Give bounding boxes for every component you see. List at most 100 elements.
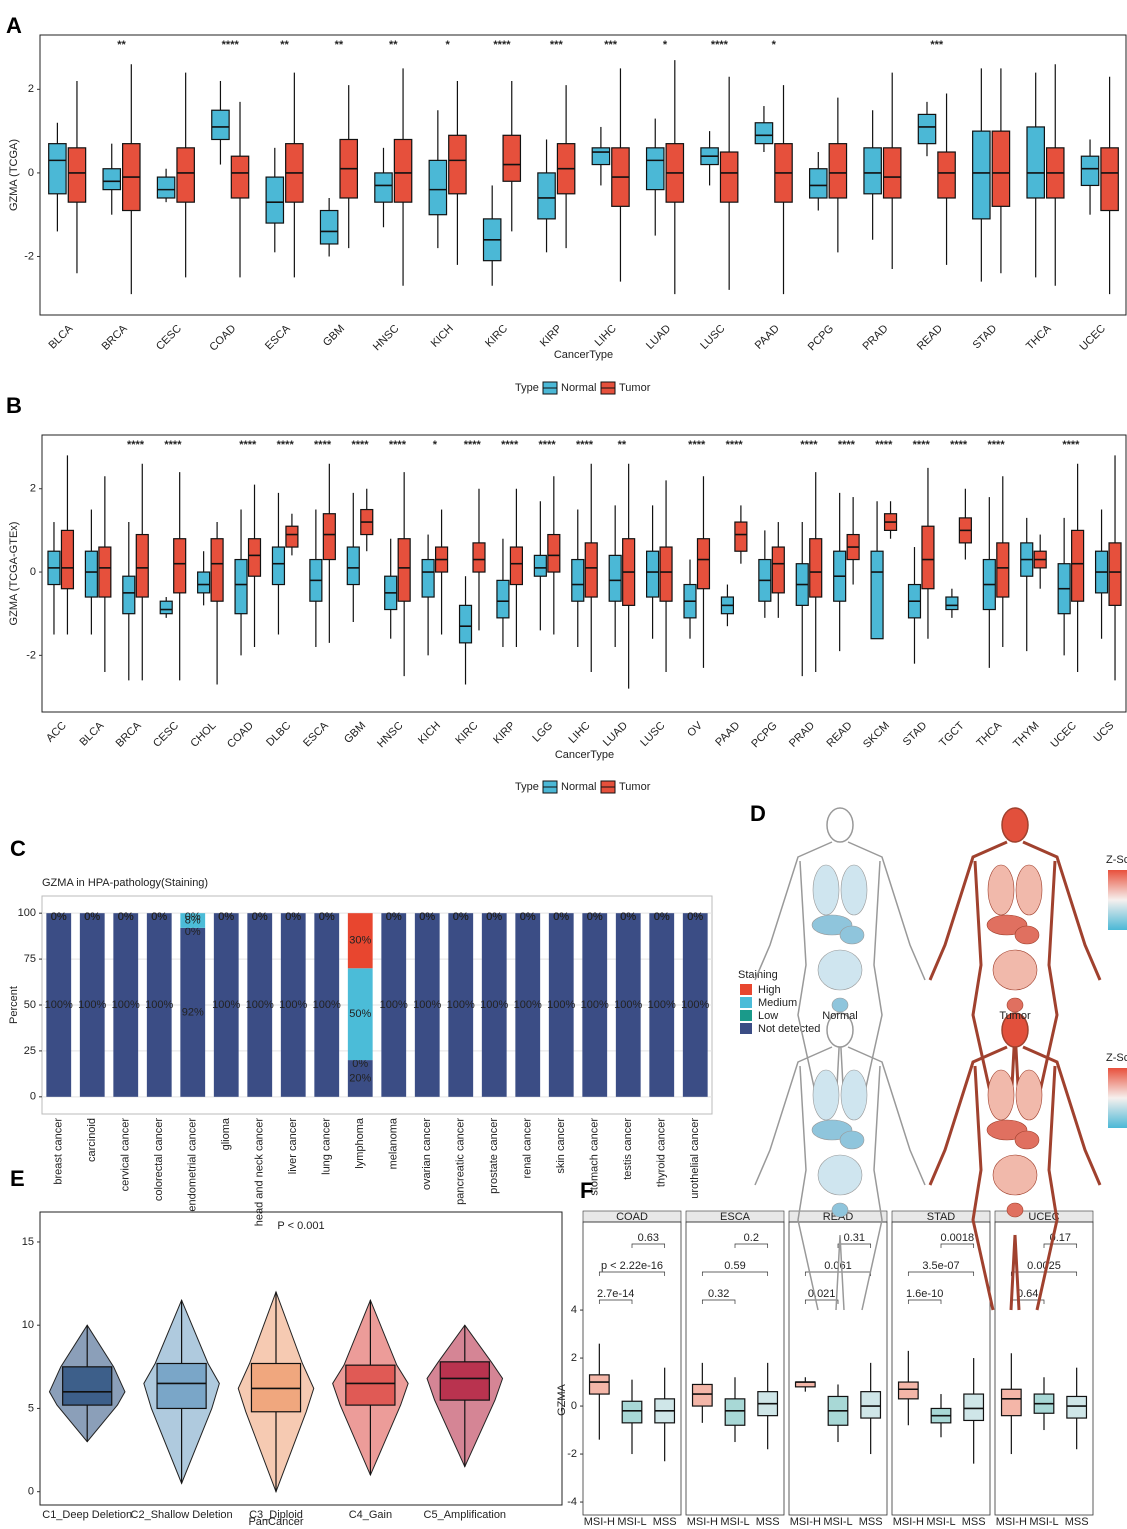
x-tick-label: C4_Gain <box>349 1509 392 1521</box>
bar-segment <box>548 913 574 1097</box>
legend-label: Tumor <box>619 781 651 793</box>
significance: **** <box>493 39 511 51</box>
data-label: 0% <box>151 911 167 923</box>
x-tick-label: GBM <box>321 323 347 349</box>
box <box>860 1391 882 1419</box>
y-axis-label: Percent <box>8 986 20 1024</box>
box <box>322 513 336 561</box>
data-label: 0% <box>386 911 402 923</box>
x-tick-label: renal cancer <box>522 1118 534 1179</box>
panel-frame <box>994 1221 1094 1516</box>
x-tick-label: MSS <box>756 1516 780 1528</box>
legend-label: Not detected <box>758 1023 820 1035</box>
x-tick-label: ESCA <box>263 322 293 352</box>
data-label: 0% <box>51 911 67 923</box>
x-tick-label: STAD <box>901 720 930 749</box>
box <box>397 538 411 602</box>
legend-key <box>740 1023 752 1034</box>
box <box>537 172 556 220</box>
plot-frame <box>41 434 1127 713</box>
bar-segment <box>180 927 206 1097</box>
data-label: 100% <box>681 999 709 1011</box>
box <box>754 122 774 145</box>
significance: * <box>433 439 438 451</box>
significance: * <box>772 39 777 51</box>
head <box>826 807 854 843</box>
y-tick-label: -2 <box>24 250 34 262</box>
box <box>439 1361 490 1401</box>
box <box>496 579 510 619</box>
x-tick-label: LIHC <box>566 720 592 746</box>
data-label: 0% <box>319 911 335 923</box>
data-label: 0% <box>84 911 100 923</box>
legend-key <box>740 1010 752 1021</box>
body-label: Normal <box>822 1010 857 1022</box>
bar-segment <box>448 913 474 1097</box>
y-tick-label: 5 <box>28 1402 34 1414</box>
box <box>991 130 1011 207</box>
bar-segment <box>146 913 172 1097</box>
x-tick-label: READ <box>915 323 945 353</box>
x-tick-label: lymphoma <box>354 1117 366 1169</box>
significance: *** <box>550 39 564 51</box>
x-tick-label: MSI-L <box>823 1516 852 1528</box>
significance: **** <box>576 439 594 451</box>
data-label: 0% <box>118 911 134 923</box>
data-label: 0% <box>620 911 636 923</box>
x-tick-label: C2_Shallow Deletion <box>131 1509 233 1521</box>
bar-segment <box>414 913 440 1097</box>
y-axis-label: GZMA <box>556 1383 568 1415</box>
significance: **** <box>950 439 968 451</box>
bracket <box>598 1271 666 1276</box>
bracket <box>734 1243 769 1248</box>
significance: ** <box>280 39 289 51</box>
data-label: 0% <box>553 911 569 923</box>
box <box>808 168 828 199</box>
box <box>98 546 112 598</box>
data-label: 0% <box>520 911 536 923</box>
legend-label: Low <box>758 1010 778 1022</box>
box <box>608 554 622 602</box>
significance: **** <box>987 439 1005 451</box>
data-label: 100% <box>380 999 408 1011</box>
significance: **** <box>351 439 369 451</box>
data-label: 0% <box>218 911 234 923</box>
lung <box>1015 1069 1043 1121</box>
p-value: 0.32 <box>708 1288 729 1300</box>
data-label: 0% <box>285 911 301 923</box>
intestine <box>992 1154 1038 1196</box>
data-label: 0% <box>654 911 670 923</box>
significance: *** <box>604 39 618 51</box>
box <box>828 143 848 199</box>
box <box>584 542 598 598</box>
box <box>917 113 937 145</box>
strip-label: COAD <box>616 1211 648 1223</box>
x-tick-label: THCA <box>1024 322 1054 352</box>
chart-title: GZMA in HPA-pathology(Staining) <box>42 877 208 889</box>
box <box>659 546 673 602</box>
data-label: 0% <box>319 911 335 923</box>
box <box>67 147 87 203</box>
data-label: 92% <box>182 1006 204 1018</box>
x-tick-label: GBM <box>342 720 368 746</box>
data-label: 0% <box>118 911 134 923</box>
bracket <box>598 1299 633 1304</box>
significance: **** <box>726 439 744 451</box>
y-tick-label: 0 <box>30 1091 36 1103</box>
data-label: 100% <box>614 999 642 1011</box>
x-axis-label: CancerType <box>554 349 613 361</box>
box <box>62 1366 113 1406</box>
x-tick-label: PRAD <box>861 323 891 353</box>
bar-segment <box>247 913 273 1097</box>
panel-label: E <box>10 1166 25 1191</box>
x-tick-label: MSI-L <box>926 1516 955 1528</box>
data-label: 100% <box>212 999 240 1011</box>
x-tick-label: cervical cancer <box>120 1118 132 1192</box>
significance: ** <box>618 439 627 451</box>
x-tick-label: KIRC <box>453 720 480 747</box>
p-value: 0.021 <box>808 1288 836 1300</box>
data-label: 0% <box>151 911 167 923</box>
box <box>102 168 122 191</box>
x-tick-label: LUSC <box>638 720 667 749</box>
